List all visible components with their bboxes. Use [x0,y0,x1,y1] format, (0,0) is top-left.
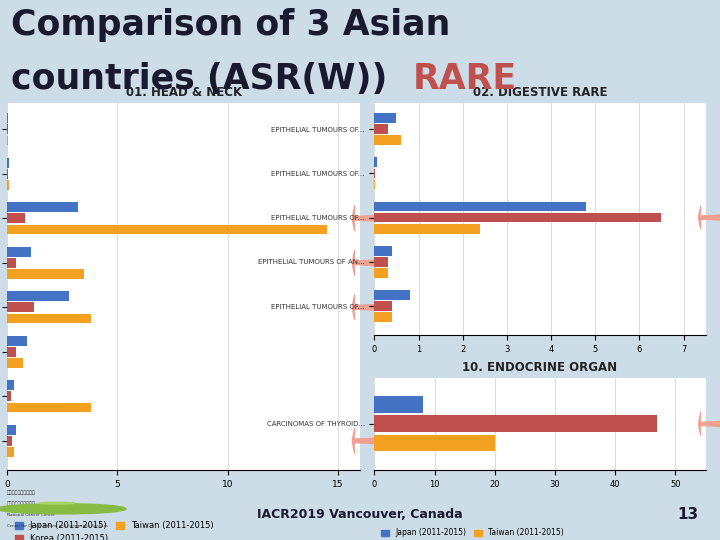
Bar [7,302,34,312]
Circle shape [0,504,126,514]
Text: 国立がん研究センター: 国立がん研究センター [7,490,36,495]
Bar [7,291,69,301]
Text: がん対策情報センター: がん対策情報センター [7,502,36,507]
Bar [374,124,387,134]
Ellipse shape [39,502,75,504]
Bar [374,290,410,300]
Text: 13: 13 [678,507,698,522]
Bar [7,202,78,212]
Bar [7,247,32,256]
Bar [7,136,9,145]
Bar [374,158,377,167]
Bar [7,124,9,134]
Bar [374,168,375,178]
Bar [7,447,14,457]
Text: countries (ASR(W)): countries (ASR(W)) [11,62,400,96]
Bar [7,113,9,123]
Bar [374,257,387,267]
Text: National Cancer Centre: National Cancer Centre [7,513,55,517]
Legend: Japan (2011-2015), Korea (2011-2015), Taiwan (2011-2015): Japan (2011-2015), Korea (2011-2015), Ta… [378,525,567,540]
Title: 10. ENDOCRINE ORGAN: 10. ENDOCRINE ORGAN [462,361,618,374]
Bar [7,425,16,435]
Bar [7,358,22,368]
Bar [374,213,662,222]
Bar [7,336,27,346]
Bar [374,201,586,211]
Bar [374,301,392,311]
Legend: Japan (2011-2015), Korea (2011-2015), Taiwan (2011-2015): Japan (2011-2015), Korea (2011-2015), Ta… [12,517,217,540]
Bar [7,392,11,401]
Bar [7,213,24,223]
Bar [374,136,401,145]
Bar [374,415,657,433]
Text: IACR2019 Vancouver, Canada: IACR2019 Vancouver, Canada [257,508,463,521]
Bar [7,269,84,279]
Bar [7,347,16,357]
Bar [7,380,14,390]
Bar [7,403,91,413]
Legend: Japan (2011-2015), Korea (2011-2015), Taiwan (2011-2015): Japan (2011-2015), Korea (2011-2015), Ta… [378,377,567,406]
Bar [7,436,12,446]
Title: 02. DIGESTIVE RARE: 02. DIGESTIVE RARE [473,86,607,99]
Bar [7,158,9,167]
Bar [374,113,397,123]
Bar [7,258,16,268]
Text: RARE: RARE [413,62,517,96]
Text: Comparison of 3 Asian: Comparison of 3 Asian [11,8,450,42]
Bar [374,180,375,190]
Bar [374,246,392,255]
Bar [374,268,387,278]
Bar [7,314,91,323]
Bar [374,224,480,233]
Text: Center for Cancer Control and Information Services: Center for Cancer Control and Informatio… [7,524,108,528]
Bar [7,169,9,179]
Bar [7,180,9,190]
Bar [374,396,423,413]
Title: 01. HEAD & NECK: 01. HEAD & NECK [125,86,242,99]
Bar [374,435,495,451]
Bar [7,225,327,234]
Bar [374,312,392,322]
